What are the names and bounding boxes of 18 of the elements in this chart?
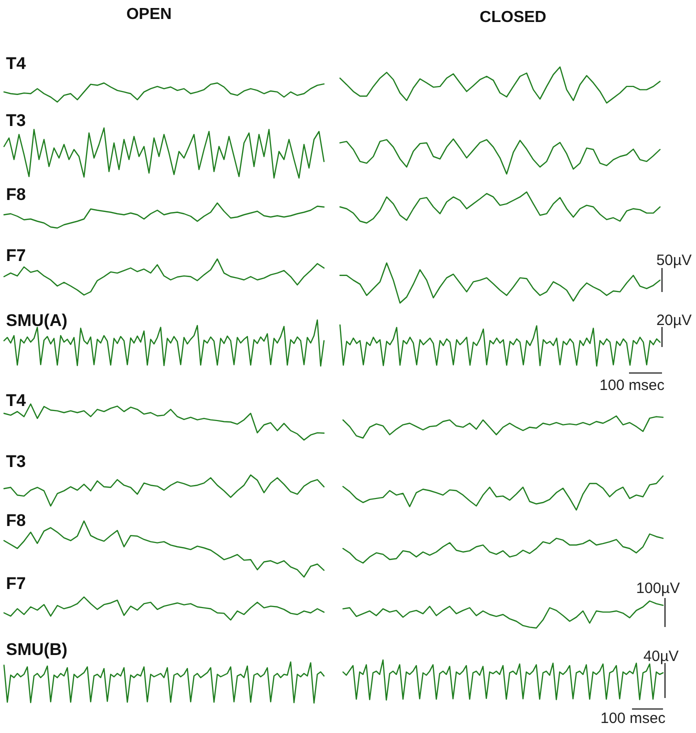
y-axis-title: T4 bbox=[6, 391, 26, 410]
y-axis-title: F8 bbox=[6, 511, 26, 530]
y-axis-title: SMU(B) bbox=[6, 640, 68, 659]
text: 100 msec bbox=[599, 377, 666, 394]
y-axis-title: SMU(A) bbox=[6, 311, 68, 330]
chart-title: OPEN bbox=[126, 6, 172, 23]
y-axis-title: F7 bbox=[6, 574, 26, 593]
y-axis-title: F8 bbox=[6, 185, 26, 204]
y-axis-title: T3 bbox=[6, 452, 26, 471]
chart-title: CLOSED bbox=[480, 9, 546, 26]
text: 100µV bbox=[636, 580, 680, 597]
text: 100 msec bbox=[600, 710, 666, 727]
annotation: 20µV bbox=[656, 312, 692, 329]
y-axis-title: T4 bbox=[6, 54, 26, 73]
annotation: 50µV bbox=[656, 252, 692, 269]
y-axis-title: T3 bbox=[6, 111, 26, 130]
y-axis-title: F7 bbox=[6, 246, 26, 265]
annotation: 40µV bbox=[643, 648, 679, 665]
